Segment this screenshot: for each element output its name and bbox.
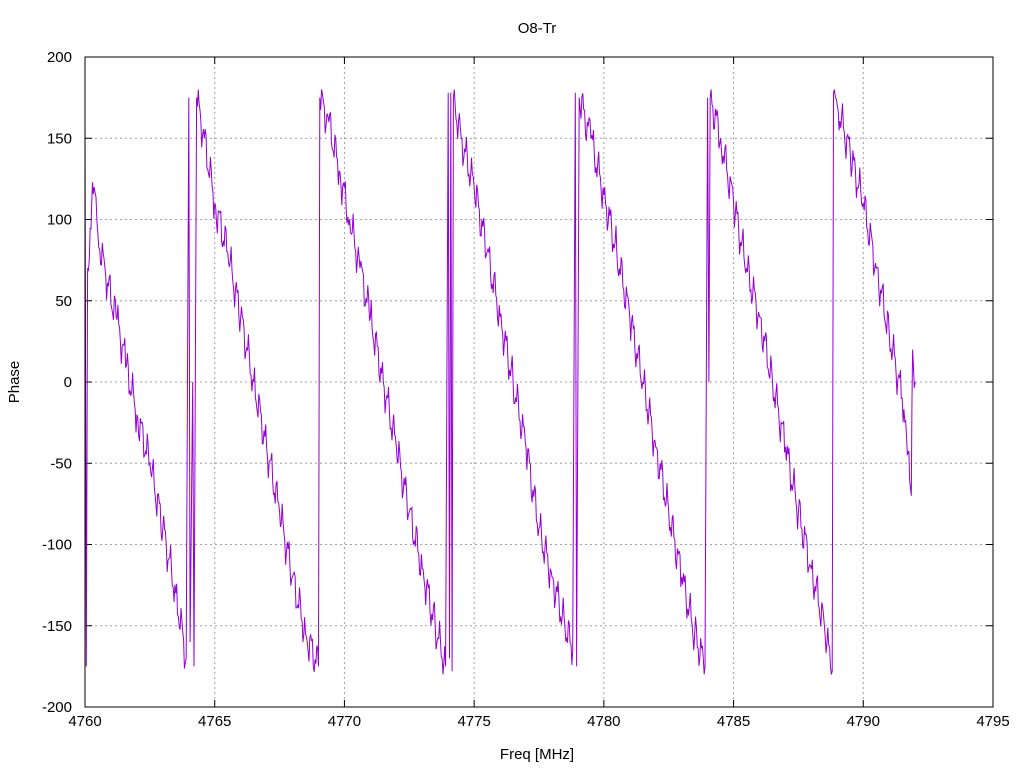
x-tick-label: 4785 (717, 713, 750, 730)
x-tick-label: 4765 (198, 713, 231, 730)
y-tick-label: -200 (42, 699, 72, 716)
x-tick-label: 4790 (847, 713, 880, 730)
y-tick-label: -50 (50, 455, 72, 472)
x-tick-labels: 4760 4765 4770 4775 4780 4785 4790 4795 (68, 713, 1009, 730)
x-axis-label: Freq [MHz] (500, 746, 574, 763)
x-tick-label: 4780 (587, 713, 620, 730)
chart-title: O8-Tr (518, 20, 557, 37)
plot-frame (84, 56, 994, 708)
y-tick-label: 50 (55, 293, 72, 310)
y-tick-labels: -200 -150 -100 -50 0 50 100 150 200 (42, 49, 72, 716)
y-tick-label: 100 (47, 212, 72, 229)
phase-series-line (84, 89, 916, 675)
y-tick-label: -150 (42, 618, 72, 635)
x-tick-label: 4775 (457, 713, 490, 730)
grid-lines (85, 57, 993, 707)
y-tick-label: 0 (64, 374, 72, 391)
y-tick-label: 150 (47, 130, 72, 147)
data-series (84, 89, 916, 675)
y-axis-label: Phase (6, 361, 23, 404)
x-tick-label: 4770 (328, 713, 361, 730)
x-tick-label: 4760 (68, 713, 101, 730)
y-tick-label: 200 (47, 49, 72, 66)
x-tick-label: 4795 (976, 713, 1009, 730)
y-tick-label: -100 (42, 537, 72, 554)
